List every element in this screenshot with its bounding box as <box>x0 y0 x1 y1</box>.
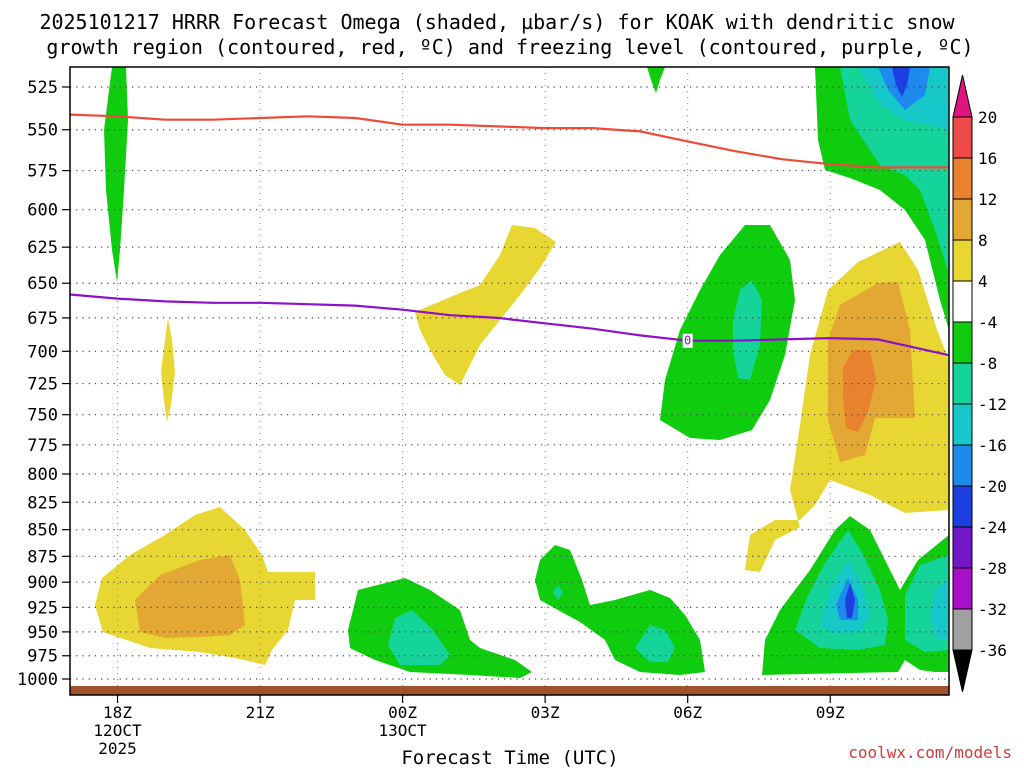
colorbar-tick-label: -12 <box>978 395 1007 414</box>
y-gridlines <box>70 86 949 680</box>
chart-title-line2: growth region (contoured, red, ºC) and f… <box>46 35 973 59</box>
x-tick-label: 03Z <box>531 703 560 722</box>
x-tick-year-label: 2025 <box>98 739 137 758</box>
y-tick-label: 575 <box>27 162 58 182</box>
colorbar-tick-label: -36 <box>978 641 1007 660</box>
colorbar-band <box>952 280 973 323</box>
y-tick-label: 600 <box>27 201 58 221</box>
colorbar-band <box>952 321 973 364</box>
omega-ascent-region <box>930 580 949 640</box>
y-tick-label: 750 <box>27 406 58 426</box>
colorbar-band <box>952 116 973 159</box>
colorbar: 20 16 12 8 4 -4 -8 -12 -16 -20 -24 -28 -32 -36 <box>952 74 1007 693</box>
colorbar-under-triangle <box>952 649 973 693</box>
colorbar-tick-label: 4 <box>978 272 988 291</box>
colorbar-tick-label: -8 <box>978 354 997 373</box>
colorbar-band <box>952 444 973 487</box>
freezing-level-label-background <box>682 333 693 348</box>
dendritic-growth-contour-line <box>69 113 949 169</box>
y-axis-tick-labels: 525 550 575 600 625 650 675 700 725 750 775 800 825 8… <box>17 78 70 690</box>
freezing-level-label-text: 0 <box>684 334 691 348</box>
colorbar-tick-label: 20 <box>978 108 997 127</box>
colorbar-tick-label: 8 <box>978 231 988 250</box>
y-tick-label: 850 <box>27 521 58 541</box>
x-tick-date-label: 13OCT <box>379 721 428 740</box>
colorbar-band <box>952 403 973 446</box>
colorbar-band <box>952 567 973 610</box>
y-tick-label: 700 <box>27 342 58 362</box>
omega-ascent-region <box>733 280 762 380</box>
x-tick-date-label: 12OCT <box>93 721 142 740</box>
omega-descent-region <box>135 555 245 638</box>
plot-area: 0 <box>69 66 950 696</box>
y-tick-label: 625 <box>27 238 58 258</box>
omega-ascent-region <box>892 67 910 97</box>
credit-text: coolwx.com/models <box>848 743 1012 762</box>
colorbar-tick-label: -28 <box>978 559 1007 578</box>
colorbar-band <box>952 157 973 200</box>
colorbar-band <box>952 608 973 651</box>
colorbar-band <box>952 485 973 528</box>
y-tick-label: 800 <box>27 465 58 485</box>
omega-ascent-region <box>845 583 855 618</box>
colorbar-tick-label: -4 <box>978 313 997 332</box>
x-axis-label: Forecast Time (UTC) <box>401 747 618 768</box>
y-tick-label: 975 <box>27 647 58 667</box>
omega-ascent-region <box>388 610 450 665</box>
colorbar-over-triangle <box>952 74 973 118</box>
x-tick-label: 00Z <box>388 703 417 722</box>
x-tick-label: 06Z <box>673 703 702 722</box>
omega-descent-region <box>161 318 175 422</box>
x-tick-label: 18Z <box>103 703 132 722</box>
y-tick-label: 725 <box>27 375 58 395</box>
omega-ascent-region <box>635 625 675 662</box>
y-tick-label: 900 <box>27 573 58 593</box>
colorbar-band <box>952 198 973 241</box>
omega-ascent-region <box>104 67 128 282</box>
omega-ascent-region <box>647 67 665 93</box>
plot-frame <box>69 66 950 696</box>
omega-descent-region <box>415 225 556 385</box>
freezing-level-label: 0 <box>682 333 693 348</box>
colorbar-band <box>952 362 973 405</box>
y-tick-label: 950 <box>27 623 58 643</box>
colorbar-tick-label: 12 <box>978 190 997 209</box>
colorbar-tick-label: -24 <box>978 518 1007 537</box>
omega-descent-region <box>843 350 876 432</box>
x-tick-label: 21Z <box>246 703 275 722</box>
y-tick-label: 875 <box>27 547 58 567</box>
y-tick-label: 925 <box>27 598 58 618</box>
y-tick-label: 650 <box>27 274 58 294</box>
colorbar-tick-label: -32 <box>978 600 1007 619</box>
colorbar-tick-label: -20 <box>978 477 1007 496</box>
y-tick-label: 1000 <box>17 670 58 690</box>
y-tick-label: 675 <box>27 309 58 329</box>
colorbar-tick-label: 16 <box>978 149 997 168</box>
y-tick-label: 775 <box>27 436 58 456</box>
freezing-level-contour-line <box>69 293 950 357</box>
y-tick-label: 550 <box>27 121 58 141</box>
x-tick-label: 09Z <box>816 703 845 722</box>
omega-ascent-region <box>553 585 563 600</box>
chart-title-line1: 2025101217 HRRR Forecast Omega (shaded, … <box>39 10 955 34</box>
y-tick-label: 825 <box>27 493 58 513</box>
colorbar-band <box>952 526 973 569</box>
omega-ascent-region <box>660 225 795 440</box>
terrain-ground <box>70 686 949 695</box>
y-tick-label: 525 <box>27 78 58 98</box>
colorbar-tick-label: -16 <box>978 436 1007 455</box>
colorbar-band <box>952 239 973 282</box>
